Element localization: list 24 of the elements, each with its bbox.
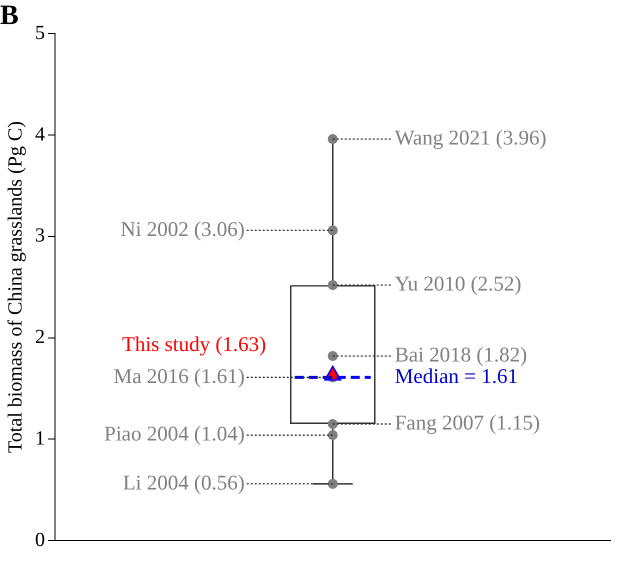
y-tick-label: 3: [35, 224, 45, 247]
point: [328, 280, 338, 290]
y-tick-label: 4: [35, 123, 45, 146]
point: [328, 351, 338, 362]
point: [328, 430, 338, 440]
chart-title: B: [0, 0, 19, 32]
annotation: Piao 2004 (1.04): [104, 422, 245, 446]
y-axis-title: Total biomass of China grasslands (Pg C): [4, 121, 26, 454]
y-tick-label: 0: [35, 528, 45, 551]
point: [328, 225, 338, 236]
annotation: Wang 2021 (3.96): [394, 126, 546, 150]
annotation: Ma 2016 (1.61): [114, 364, 245, 388]
point: [328, 418, 338, 429]
annotation: Li 2004 (0.56): [122, 470, 245, 494]
y-tick-label: 2: [35, 326, 45, 348]
y-tick-label: 5: [35, 22, 45, 44]
annotation: Yu 2010 (2.52): [394, 272, 522, 296]
text: This study (1.63): [122, 332, 266, 356]
annotation: Bai 2018 (1.82): [394, 342, 528, 367]
y-tick-label: 1: [35, 427, 45, 450]
point: [328, 478, 338, 489]
annotation: Fang 2007 (1.15): [394, 410, 540, 435]
point: [328, 134, 338, 144]
annotation: Ni 2002 (3.06): [120, 216, 245, 241]
